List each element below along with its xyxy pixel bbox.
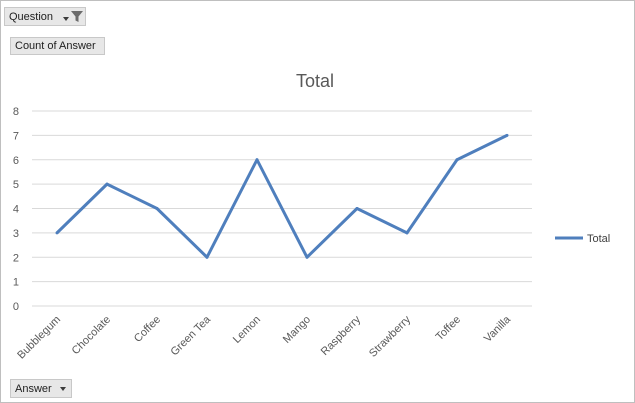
filter-funnel-icon — [71, 11, 83, 22]
y-tick-label: 4 — [13, 204, 19, 216]
x-tick-label: Mango — [281, 314, 313, 346]
x-tick-label: Toffee — [434, 314, 464, 344]
y-tick-label: 5 — [13, 179, 19, 191]
x-tick-label: Bubblegum — [15, 314, 63, 362]
data-point — [155, 207, 159, 210]
axis-field-button[interactable]: Answer — [10, 379, 72, 398]
x-tick-label: Coffee — [132, 314, 163, 345]
legend-label: Total — [587, 233, 610, 245]
x-tick-label: Raspberry — [319, 313, 364, 358]
data-point — [505, 133, 509, 137]
x-tick-label: Chocolate — [70, 314, 114, 358]
axis-field-label: Answer — [15, 382, 52, 395]
x-tick-label: Strawberry — [367, 313, 413, 359]
data-point — [455, 158, 459, 162]
question-filter-button[interactable]: Question — [4, 7, 86, 26]
series-total — [55, 133, 509, 259]
series-line — [55, 134, 508, 259]
y-tick-label: 8 — [13, 106, 19, 118]
dropdown-arrow-icon — [63, 17, 69, 21]
x-tick-label: Vanilla — [482, 313, 514, 345]
chart-title: Total — [296, 71, 334, 91]
x-axis-ticks: Bubblegum Chocolate Coffee Green Tea Lemon Ma… — [15, 313, 513, 361]
x-tick-label: Lemon — [231, 314, 263, 346]
y-axis-ticks: 0 1 2 3 4 5 6 7 8 — [13, 106, 19, 313]
dropdown-arrow-icon — [60, 387, 66, 391]
y-tick-label: 0 — [13, 301, 19, 313]
data-point — [205, 255, 209, 259]
data-point — [305, 255, 309, 259]
data-point — [405, 231, 409, 235]
value-field-label: Count of Answer — [15, 40, 96, 52]
y-tick-label: 3 — [13, 228, 19, 240]
y-tick-label: 1 — [13, 277, 19, 289]
data-point — [55, 231, 59, 235]
data-point — [105, 182, 109, 186]
data-point — [355, 207, 359, 210]
question-filter-label: Question — [9, 10, 54, 23]
data-point — [255, 158, 259, 162]
y-tick-label: 6 — [13, 155, 19, 167]
y-tick-label: 2 — [13, 252, 19, 264]
value-field-button[interactable]: Count of Answer — [10, 37, 105, 55]
x-tick-label: Green Tea — [168, 313, 213, 358]
legend: Total — [555, 233, 610, 245]
y-tick-label: 7 — [13, 130, 19, 142]
